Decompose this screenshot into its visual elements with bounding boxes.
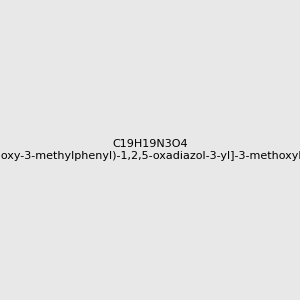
- Text: C19H19N3O4
N-[4-(4-ethoxy-3-methylphenyl)-1,2,5-oxadiazol-3-yl]-3-methoxybenzami: C19H19N3O4 N-[4-(4-ethoxy-3-methylphenyl…: [0, 139, 300, 161]
